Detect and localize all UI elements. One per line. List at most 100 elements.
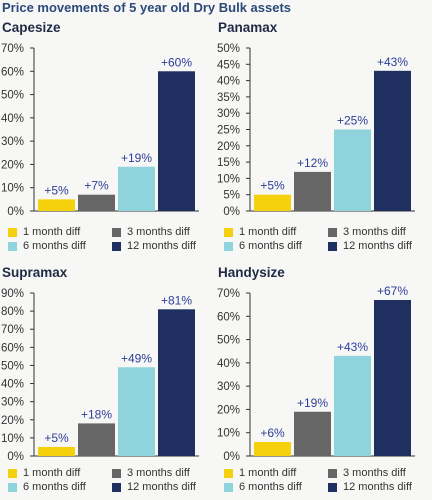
bar (118, 367, 155, 456)
legend-item: 3 months diff (112, 467, 190, 479)
y-tick-label: 60% (1, 342, 24, 354)
legend-label: 6 months diff (239, 481, 302, 493)
y-tick-label: 10% (1, 433, 24, 445)
data-label: +19% (121, 151, 152, 165)
y-tick-label: 50% (1, 360, 24, 372)
chart-title: Supramax (2, 265, 68, 280)
data-label: +7% (84, 179, 109, 193)
bar-chart: 0% 10% 20% 30% 40% 50% 60% 70% +6% +19% +43% +67% (217, 284, 415, 463)
y-tick-label: 60% (1, 66, 24, 78)
legend-swatch (224, 241, 233, 251)
bar (374, 70, 411, 211)
bar (158, 309, 195, 456)
y-tick-label: 40% (217, 358, 240, 370)
legend-swatch (328, 482, 337, 492)
legend-swatch (328, 227, 337, 237)
chart-title: Handysize (218, 265, 285, 280)
y-tick-label: 35% (217, 92, 240, 104)
legend-label: 6 months diff (23, 481, 86, 493)
bar (158, 71, 195, 212)
y-tick-label: 10% (217, 173, 240, 185)
legend-swatch (8, 468, 17, 478)
bar (78, 194, 115, 211)
y-tick-label: 50% (1, 90, 24, 102)
bar (38, 199, 75, 211)
y-tick-label: 5% (223, 190, 240, 202)
legend-item: 12 months diff (328, 481, 412, 493)
data-label: +25% (337, 114, 368, 128)
legend-label: 3 months diff (127, 467, 190, 479)
y-tick-label: 0% (223, 206, 240, 218)
legend-item: 3 months diff (328, 467, 406, 479)
data-label: +81% (161, 293, 192, 307)
bar (294, 411, 331, 456)
bar-chart: 0% 10% 20% 30% 40% 50% 60% 70% 80% 90% +5% +18% +49%… (1, 288, 199, 463)
legend-item: 6 months diff (224, 481, 302, 493)
legend-item: 1 month diff (224, 226, 296, 238)
legend-label: 3 months diff (127, 226, 190, 238)
legend-item: 1 month diff (8, 467, 80, 479)
legend-item: 12 months diff (112, 240, 196, 252)
chart-panel-panamax: Panamax 0% 5% 10% 15% 20% 25% 30% 35% 40% 45% 50% +… (216, 20, 432, 252)
legend-swatch (328, 241, 337, 251)
y-tick-label: 20% (217, 404, 240, 416)
y-tick-label: 30% (217, 108, 240, 120)
legend-label: 6 months diff (23, 240, 86, 252)
chart-panel-capesize: Capesize 0% 10% 20% 30% 40% 50% 60% 70% +5% +7% +1… (0, 20, 216, 252)
y-tick-label: 25% (217, 125, 240, 137)
legend-label: 1 month diff (23, 226, 81, 238)
data-label: +43% (337, 340, 368, 354)
data-label: +5% (44, 183, 69, 197)
legend-item: 3 months diff (328, 226, 406, 238)
y-tick-label: 40% (1, 113, 24, 125)
bar (254, 194, 291, 211)
legend-label: 1 month diff (239, 467, 297, 479)
y-tick-label: 30% (217, 381, 240, 393)
bar (294, 171, 331, 211)
legend-swatch (224, 468, 233, 478)
chart-panel-supramax: Supramax 0% 10% 20% 30% 40% 50% 60% 70% 80% 90% +5… (0, 265, 216, 495)
bar (334, 129, 371, 211)
data-label: +60% (161, 55, 192, 69)
data-label: +67% (377, 284, 408, 298)
y-tick-label: 45% (217, 59, 240, 71)
y-tick-label: 70% (1, 43, 24, 55)
legend-swatch (112, 482, 121, 492)
bar (254, 442, 291, 456)
legend-item: 6 months diff (224, 240, 302, 252)
y-tick-label: 90% (1, 288, 24, 300)
legend-label: 3 months diff (343, 226, 406, 238)
legend-swatch (112, 227, 121, 237)
y-tick-label: 30% (1, 136, 24, 148)
chart-title: Panamax (218, 20, 278, 35)
data-label: +6% (260, 426, 285, 440)
y-tick-label: 70% (217, 288, 240, 300)
legend-label: 1 month diff (23, 467, 81, 479)
data-label: +19% (297, 396, 328, 410)
legend-swatch (8, 227, 17, 237)
y-tick-label: 50% (217, 335, 240, 347)
data-label: +5% (260, 179, 285, 193)
legend-swatch (112, 241, 121, 251)
y-tick-label: 20% (1, 415, 24, 427)
legend-label: 12 months diff (343, 481, 412, 493)
legend-item: 6 months diff (8, 481, 86, 493)
bar-chart: 0% 10% 20% 30% 40% 50% 60% 70% +5% +7% +19% +60% (1, 43, 199, 218)
y-tick-label: 15% (217, 157, 240, 169)
y-tick-label: 20% (1, 159, 24, 171)
legend-item: 12 months diff (328, 240, 412, 252)
y-tick-label: 40% (1, 379, 24, 391)
legend-label: 12 months diff (127, 240, 196, 252)
legend-swatch (8, 241, 17, 251)
y-tick-label: 80% (1, 306, 24, 318)
legend-swatch (224, 482, 233, 492)
data-label: +43% (377, 55, 408, 69)
y-tick-label: 0% (7, 206, 24, 218)
legend-swatch (112, 468, 121, 478)
legend-label: 1 month diff (239, 226, 297, 238)
y-tick-label: 30% (1, 397, 24, 409)
chart-panel-handysize: Handysize 0% 10% 20% 30% 40% 50% 60% 70% +6% +19%… (216, 265, 432, 495)
legend-item: 1 month diff (224, 467, 296, 479)
bar (78, 423, 115, 456)
data-label: +12% (297, 156, 328, 170)
